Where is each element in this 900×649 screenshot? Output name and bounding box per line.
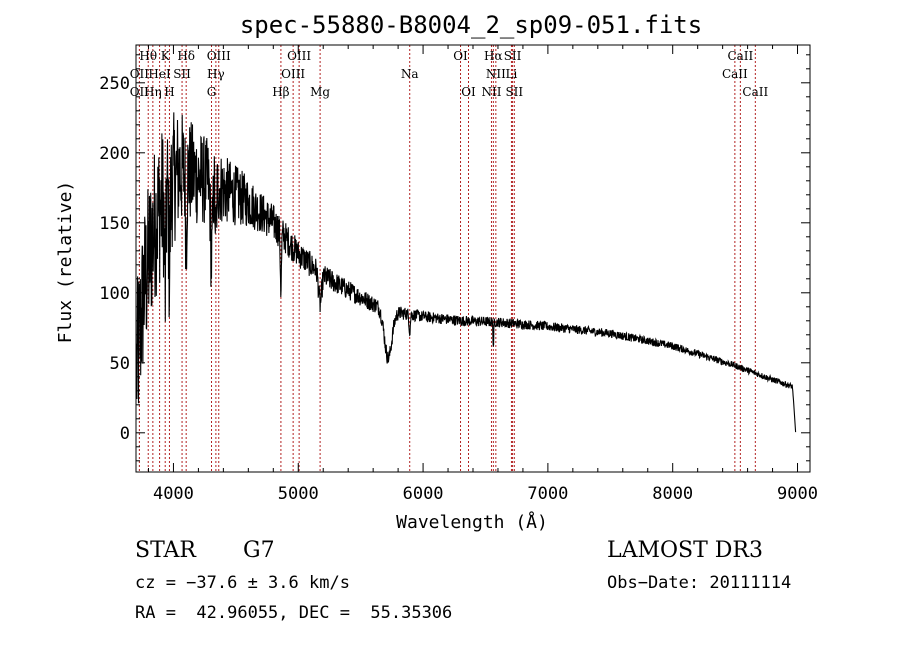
y-tick-label-0: 0 [120,424,130,444]
line-label-0: Hθ [139,49,157,63]
x-axis-label: Wavelength (Å) [396,511,548,533]
line-label-22: SII [504,49,522,63]
redshift-velocity: cz = −37.6 ± 3.6 km/s [135,573,350,593]
line-label-2: OII [130,85,150,99]
spectral-line-markers [138,45,756,472]
object-subclass: G7 [243,538,275,563]
y-tick-label-150: 150 [99,214,130,234]
line-label-5: K [161,49,171,63]
y-tick-label-50: 50 [110,354,130,374]
line-label-27: CaII [742,85,768,99]
line-label-7: H [164,85,174,99]
line-label-24: SII [505,85,523,99]
spectrum-line [136,112,797,433]
y-tick-label-100: 100 [99,284,130,304]
x-tick-label-7000: 7000 [527,484,568,504]
y-tick-label-200: 200 [99,144,130,164]
line-label-15: Mg [310,85,330,99]
y-tick-label-250: 250 [99,74,130,94]
line-label-25: CaII [727,49,753,63]
line-label-10: Hγ [207,67,225,81]
x-tick-label-6000: 6000 [403,484,444,504]
line-label-19: Hα [484,49,503,63]
plot-frame [135,44,811,473]
line-label-12: Hβ [272,85,289,99]
y-axis-ticks: 0 50 100 150 200 250 [99,54,810,462]
line-label-23: Li [506,67,518,81]
line-label-9: OIII [207,49,231,63]
line-label-21: NII [481,85,501,99]
observation-date: Obs−Date: 20111114 [607,573,792,593]
line-label-1: OII [130,67,150,81]
coordinates: RA = 42.96055, DEC = 55.35306 [135,603,453,623]
survey-name: LAMOST DR3 [607,538,763,563]
object-class: STAR [135,538,196,563]
x-tick-label-9000: 9000 [777,484,818,504]
x-tick-label-8000: 8000 [652,484,693,504]
line-label-16: Na [401,67,419,81]
line-label-14: OIII [281,67,305,81]
line-label-17: OI [453,49,468,63]
line-label-3: HeI [148,67,171,81]
x-tick-label-4000: 4000 [153,484,194,504]
chart-title: spec-55880-B8004_2_sp09-051.fits [240,11,702,39]
line-label-13: OIII [287,49,311,63]
line-label-6: SII [173,67,191,81]
line-label-8: Hδ [177,49,195,63]
x-tick-label-5000: 5000 [278,484,319,504]
line-label-20: NII [486,67,506,81]
y-axis-label: Flux (relative) [55,181,76,344]
line-label-4: Hη [144,85,162,99]
line-label-11: G [207,85,217,99]
line-label-18: OI [461,85,476,99]
x-axis-ticks: 4000 5000 6000 7000 8000 9000 [147,45,818,504]
line-label-26: CaII [722,67,748,81]
